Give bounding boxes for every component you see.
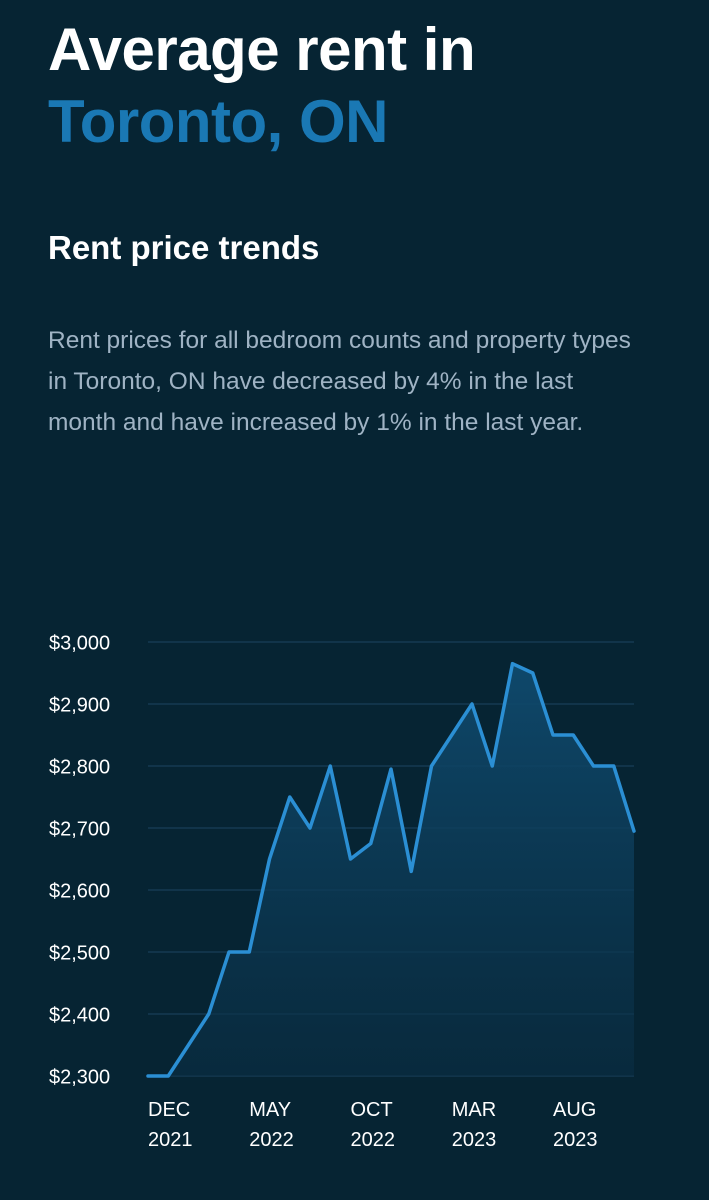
data-point — [430, 764, 433, 768]
data-point — [450, 733, 454, 737]
page-title-location: Toronto, ON — [48, 88, 388, 155]
x-tick-year: 2023 — [452, 1129, 497, 1151]
data-point — [146, 1074, 150, 1078]
data-point — [207, 1012, 211, 1016]
section-heading: Rent price trends — [48, 229, 320, 266]
x-tick-month: MAR — [452, 1099, 496, 1121]
rent-area-fill — [148, 663, 634, 1076]
x-tick-year: 2021 — [148, 1129, 193, 1151]
x-tick-label: MAR 2023 — [452, 1099, 497, 1151]
data-point — [288, 795, 292, 799]
x-tick-month: DEC — [148, 1099, 190, 1121]
y-tick-label: $2,800 — [49, 756, 110, 778]
y-tick-label: $2,500 — [49, 942, 110, 964]
data-point — [571, 733, 575, 737]
rent-data-points — [146, 662, 636, 1078]
y-tick-label: $2,400 — [49, 1004, 110, 1026]
y-tick-label: $3,000 — [49, 632, 110, 654]
data-point — [227, 950, 231, 954]
x-tick-label: AUG 2023 — [553, 1099, 598, 1151]
rent-trend-chart: $3,000 $2,900 $2,800 $2,700 $2,600 $2,500 $2,4… — [0, 600, 709, 1160]
y-tick-label: $2,900 — [49, 694, 110, 716]
data-point — [187, 1043, 190, 1047]
data-point — [612, 764, 616, 768]
data-point — [551, 733, 555, 737]
data-point — [531, 671, 535, 675]
page-title-line-1: Average rent in — [48, 16, 476, 83]
page-title: Average rent in Toronto, ON — [48, 14, 476, 158]
data-point — [268, 857, 271, 861]
x-axis-ticks: DEC 2021 MAY 2022 OCT 2022 MAR 2023 AUG 2023 — [148, 1099, 598, 1151]
x-tick-month: MAY — [249, 1099, 291, 1121]
y-axis-ticks: $3,000 $2,900 $2,800 $2,700 $2,600 $2,500 $2,4… — [49, 632, 110, 1088]
data-point — [389, 767, 393, 771]
data-point — [592, 764, 595, 768]
x-tick-month: AUG — [553, 1099, 596, 1121]
x-tick-label: OCT 2022 — [351, 1099, 396, 1151]
rent-trend-chart-svg: $3,000 $2,900 $2,800 $2,700 $2,600 $2,500 $2,4… — [49, 632, 636, 1151]
y-tick-label: $2,300 — [49, 1066, 110, 1088]
x-tick-year: 2022 — [351, 1129, 396, 1151]
y-tick-label: $2,600 — [49, 880, 110, 902]
data-point — [470, 702, 474, 706]
x-tick-month: OCT — [351, 1099, 393, 1121]
data-point — [511, 662, 514, 666]
x-tick-label: MAY 2022 — [249, 1099, 294, 1151]
data-point — [247, 950, 251, 954]
data-point — [349, 857, 352, 861]
x-tick-year: 2022 — [249, 1129, 294, 1151]
data-point — [308, 826, 312, 830]
y-tick-label: $2,700 — [49, 818, 110, 840]
data-point — [409, 869, 413, 873]
x-tick-label: DEC 2021 — [148, 1099, 193, 1151]
data-point — [328, 764, 332, 768]
x-tick-year: 2023 — [553, 1129, 598, 1151]
data-point — [632, 829, 636, 833]
trend-description: Rent prices for all bedroom counts and p… — [48, 327, 631, 436]
data-point — [166, 1074, 170, 1078]
data-point — [490, 764, 494, 768]
data-point — [369, 842, 373, 845]
